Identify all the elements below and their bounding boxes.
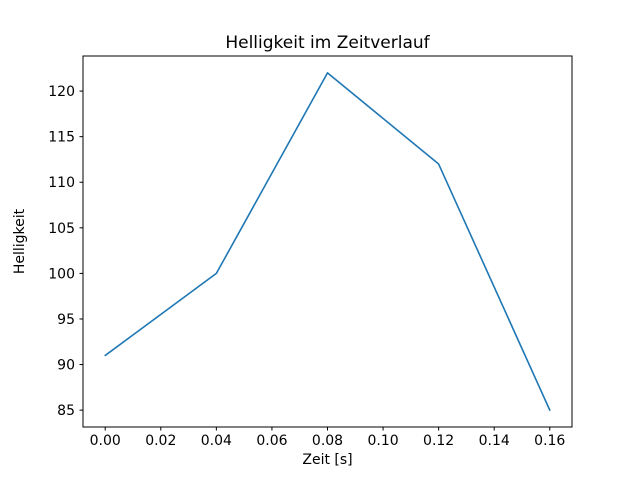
x-tick-label: 0.16: [534, 433, 565, 449]
chart-title: Helligkeit im Zeitverlauf: [225, 33, 430, 53]
y-axis-label: Helligkeit: [12, 208, 28, 274]
y-tick-label: 115: [48, 130, 75, 146]
x-axis-label: Zeit [s]: [302, 452, 352, 468]
x-axis-ticks: 0.00 0.02 0.04 0.06 0.08 0.10 0.12 0.14 0.16: [90, 427, 565, 449]
y-tick-label: 105: [48, 221, 75, 237]
x-tick-label: 0.10: [367, 433, 398, 449]
y-axis-ticks: 85 90 95 100 105 110 115 120: [48, 84, 83, 419]
x-tick-label: 0.00: [90, 433, 121, 449]
x-tick-label: 0.04: [201, 433, 232, 449]
data-series: [104, 72, 551, 411]
y-tick-label: 100: [48, 266, 75, 282]
x-tick-label: 0.14: [479, 433, 510, 449]
y-tick-label: 90: [57, 358, 75, 374]
y-tick-label: 95: [57, 312, 75, 328]
x-tick-label: 0.06: [256, 433, 287, 449]
data-line: [104, 72, 551, 411]
x-tick-label: 0.12: [423, 433, 454, 449]
x-tick-label: 0.02: [145, 433, 176, 449]
plot-area: [82, 55, 573, 428]
x-tick-label: 0.08: [312, 433, 343, 449]
y-tick-label: 120: [48, 84, 75, 100]
y-tick-label: 110: [48, 175, 75, 191]
y-tick-label: 85: [57, 403, 75, 419]
